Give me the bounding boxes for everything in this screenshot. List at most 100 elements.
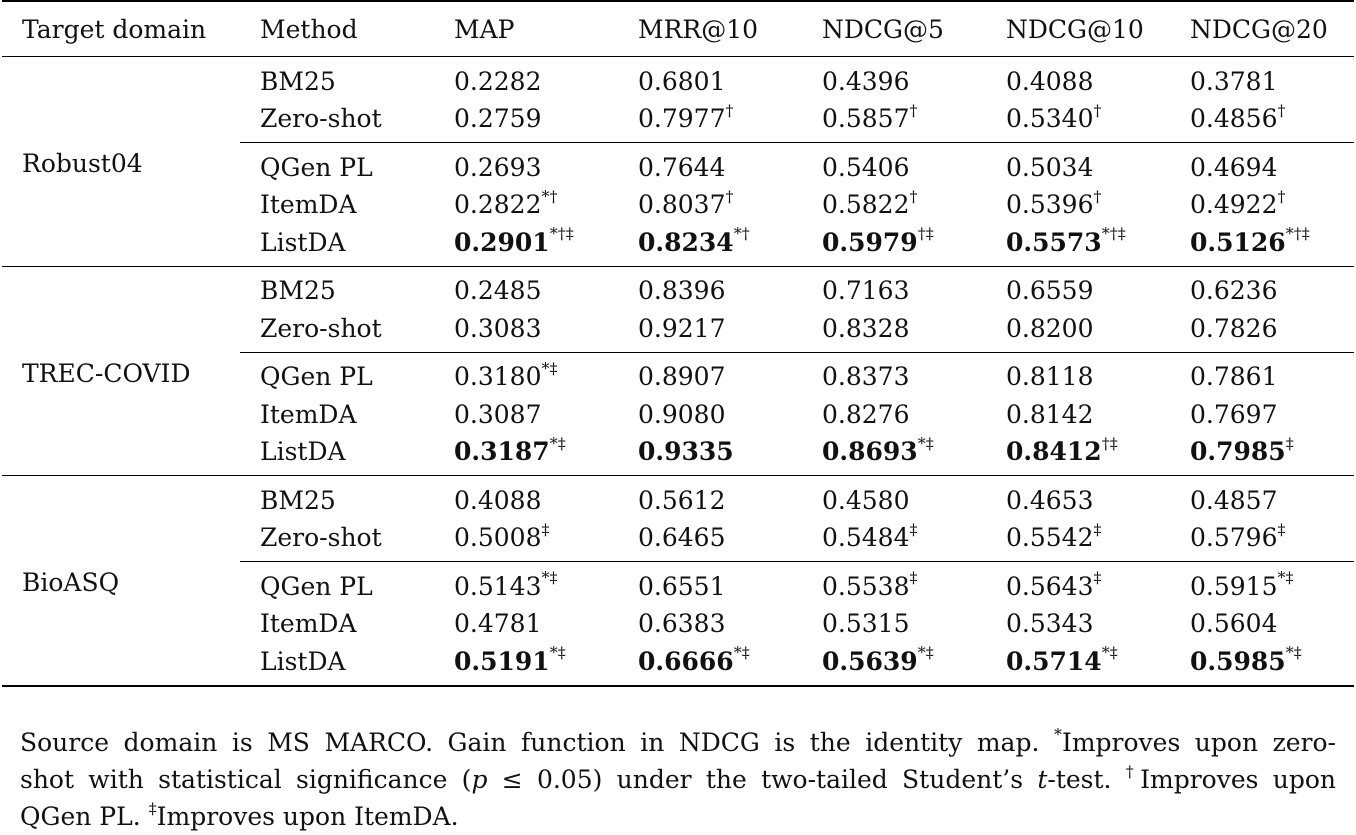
mrr10-cell: 0.8234*† (618, 224, 802, 266)
results-table: Target domain Method MAP MRR@10 NDCG@5 N… (2, 0, 1354, 687)
map-cell: 0.3083 (434, 310, 618, 352)
table-row: ListDA 0.3187*‡ 0.9335 0.8693*‡ 0.8412†‡ 0.79… (2, 434, 1354, 476)
ndcg5-cell: 0.5315 (802, 606, 986, 644)
score-value: 0.3083 (454, 313, 542, 343)
ndcg5-cell: 0.8693*‡ (802, 434, 986, 476)
ndcg5-cell: 0.8328 (802, 310, 986, 352)
significance-marks: † (909, 186, 918, 206)
mrr10-cell: 0.8037† (618, 187, 802, 225)
significance-marks: *‡ (549, 643, 566, 663)
method-cell: BM25 (260, 485, 336, 515)
score-value: 0.5034 (1006, 152, 1094, 182)
score-value: 0.5714 (1006, 646, 1102, 676)
table-row: QGen PL 0.5143*‡ 0.6551 0.5538‡ 0.5643‡ 0.591… (2, 561, 1354, 606)
significance-marks: †‡ (1101, 433, 1118, 453)
score-value: 0.6666 (638, 646, 734, 676)
significance-marks: *‡ (1101, 643, 1118, 663)
score-value: 0.5822 (822, 190, 910, 220)
map-cell: 0.2282 (434, 57, 618, 101)
significance-marks: † (909, 100, 918, 120)
score-value: 0.6801 (638, 66, 726, 96)
score-value: 0.3180 (454, 362, 542, 392)
target-domain-cell: Robust04 (22, 149, 143, 179)
ndcg20-cell: 0.5915*‡ (1170, 561, 1354, 606)
ndcg10-cell: 0.4088 (986, 57, 1170, 101)
significance-marks: *‡ (549, 433, 566, 453)
method-cell: ListDA (260, 437, 346, 467)
score-value: 0.5191 (454, 646, 550, 676)
map-cell: 0.2822*† (434, 187, 618, 225)
score-value: 0.5126 (1190, 227, 1286, 257)
significance-marks: † (1277, 100, 1286, 120)
table-row: Zero-shot 0.3083 0.9217 0.8328 0.8200 0.7826 (2, 310, 1354, 352)
method-cell: Zero-shot (260, 523, 382, 553)
header-row: Target domain Method MAP MRR@10 NDCG@5 N… (2, 1, 1354, 57)
map-cell: 0.3087 (434, 396, 618, 434)
ndcg10-cell: 0.6559 (986, 266, 1170, 310)
score-value: 0.4653 (1006, 485, 1094, 515)
footnote-text: Source domain is MS MARCO. Gain function… (20, 728, 1054, 757)
ndcg10-cell: 0.5643‡ (986, 561, 1170, 606)
footnote-text: shot with statistical significance ( (20, 765, 472, 794)
score-value: 0.5643 (1006, 571, 1094, 601)
ndcg10-cell: 0.5714*‡ (986, 643, 1170, 686)
score-value: 0.4922 (1190, 190, 1278, 220)
table-row: Zero-shot 0.5008‡ 0.6465 0.5484‡ 0.5542‡ 0.57… (2, 520, 1354, 562)
significance-marks: † (1093, 100, 1102, 120)
significance-marks: *† (541, 186, 558, 206)
ndcg20-cell: 0.6236 (1170, 266, 1354, 310)
table-header: Target domain Method MAP MRR@10 NDCG@5 N… (2, 1, 1354, 57)
ndcg5-cell: 0.5538‡ (802, 561, 986, 606)
ndcg20-cell: 0.7985‡ (1170, 434, 1354, 476)
ndcg5-cell: 0.4580 (802, 476, 986, 520)
table-row: ListDA 0.2901*†‡ 0.8234*† 0.5979†‡ 0.5573*†‡… (2, 224, 1354, 266)
score-value: 0.3087 (454, 399, 542, 429)
score-value: 0.5406 (822, 152, 910, 182)
method-cell: QGen PL (240, 561, 434, 606)
ndcg10-cell: 0.5542‡ (986, 520, 1170, 562)
mrr10-cell: 0.9080 (618, 396, 802, 434)
significance-marks: ‡ (909, 519, 918, 539)
score-value: 0.2485 (454, 276, 542, 306)
score-value: 0.7985 (1190, 437, 1286, 467)
map-cell: 0.4088 (434, 476, 618, 520)
score-value: 0.5985 (1190, 646, 1286, 676)
ndcg5-cell: 0.7163 (802, 266, 986, 310)
ndcg20-cell: 0.3781 (1170, 57, 1354, 101)
ndcg5-cell: 0.5484‡ (802, 520, 986, 562)
ndcg10-cell: 0.8412†‡ (986, 434, 1170, 476)
score-value: 0.8234 (638, 227, 734, 257)
significance-marks: *† (733, 224, 750, 244)
score-value: 0.4857 (1190, 485, 1278, 515)
ndcg20-cell: 0.7861 (1170, 351, 1354, 396)
score-value: 0.5315 (822, 609, 910, 639)
score-value: 0.2693 (454, 152, 542, 182)
footnote-line-1: Source domain is MS MARCO. Gain function… (20, 724, 1336, 761)
method-cell: ItemDA (260, 609, 357, 639)
table-row: ItemDA 0.2822*† 0.8037† 0.5822† 0.5396† 0.492… (2, 187, 1354, 225)
map-cell: 0.2485 (434, 266, 618, 310)
footnote-text: Improves upon zero- (1061, 728, 1336, 757)
score-value: 0.3781 (1190, 66, 1278, 96)
method-cell: QGen PL (240, 351, 434, 396)
score-value: 0.9080 (638, 399, 726, 429)
ndcg5-cell: 0.5857† (802, 101, 986, 143)
score-value: 0.9335 (638, 437, 734, 467)
header-method: Method (260, 14, 358, 44)
score-value: 0.5796 (1190, 523, 1278, 553)
significance-marks: *‡ (733, 643, 750, 663)
significance-marks: *‡ (917, 433, 934, 453)
footnote-dagger-mark: † (1125, 761, 1141, 781)
table-row: TREC-COVID BM25 0.2485 0.8396 0.7163 0.6559 0.… (2, 266, 1354, 388)
significance-marks: *‡ (1285, 643, 1302, 663)
map-cell: 0.5008‡ (434, 520, 618, 562)
significance-marks: † (725, 100, 734, 120)
significance-marks: *‡ (917, 643, 934, 663)
mrr10-cell: 0.7644 (618, 142, 802, 187)
ndcg20-cell: 0.5985*‡ (1170, 643, 1354, 686)
score-value: 0.5857 (822, 104, 910, 134)
ndcg20-cell: 0.7826 (1170, 310, 1354, 352)
ndcg5-cell: 0.5406 (802, 142, 986, 187)
map-cell: 0.2759 (434, 101, 618, 143)
score-value: 0.2901 (454, 227, 550, 257)
